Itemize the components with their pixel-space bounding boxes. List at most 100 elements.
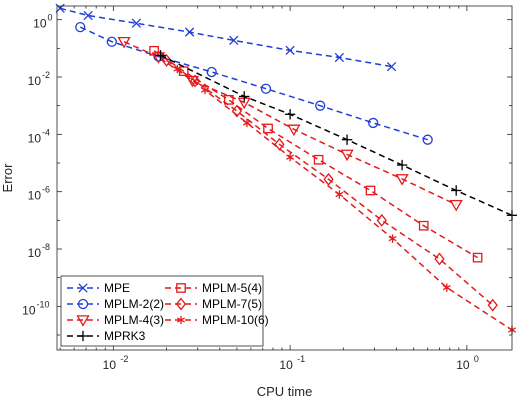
y-tick-label: 10: [22, 303, 36, 317]
data-point: [365, 185, 376, 196]
legend-label: MPLM-7(5): [202, 297, 262, 311]
ticks-layer: 10 -2 10 -1 10 010 010 -210 -410 -610 -810 -10: [22, 6, 512, 372]
x-tick-label: 10: [103, 358, 117, 372]
y-tick-label-exp: 0: [48, 13, 53, 23]
series-line: [123, 41, 457, 206]
series-line: [176, 68, 513, 331]
legend-marker: [76, 315, 90, 327]
data-point: [285, 45, 295, 56]
data-point: [75, 21, 86, 33]
data-point: [201, 85, 209, 95]
x-axis-label: CPU time: [257, 384, 313, 399]
legend-marker: [175, 297, 187, 311]
data-point: [287, 124, 301, 137]
series-0: [55, 3, 397, 72]
data-point: [173, 64, 182, 74]
data-point: [450, 185, 462, 196]
data-point: [155, 50, 166, 61]
data-point: [260, 83, 272, 94]
data-point: [341, 134, 353, 145]
data-point: [223, 94, 234, 105]
data-point: [334, 52, 345, 63]
legend-entry: MPRK3: [67, 329, 146, 343]
data-point: [434, 252, 445, 266]
data-point: [263, 123, 273, 134]
data-point: [229, 35, 239, 46]
series-3: [149, 45, 483, 263]
y-axis-label: Error: [0, 163, 15, 193]
data-point: [449, 199, 463, 212]
legend-box: [60, 275, 264, 347]
data-point: [422, 134, 433, 145]
series-line: [166, 59, 494, 306]
y-tick-label: 10: [28, 189, 42, 203]
x-tick-label-exp: 0: [474, 354, 479, 364]
data-point: [472, 252, 483, 263]
x-tick-label-exp: -2: [120, 354, 128, 364]
data-point: [395, 174, 409, 186]
legend-label: MPLM-2(2): [104, 297, 164, 311]
legend-entry: MPLM-7(5): [165, 297, 262, 311]
data-point: [274, 137, 285, 151]
data-point: [106, 36, 117, 47]
y-tick-label-exp: -4: [42, 127, 50, 137]
data-point: [231, 104, 243, 118]
data-point: [442, 283, 451, 292]
series-5: [173, 64, 516, 335]
legend-marker: [77, 298, 89, 310]
legend-label: MPLM-10(6): [202, 313, 269, 327]
legend-entry: MPLM-10(6): [165, 313, 269, 327]
series-line: [153, 50, 478, 259]
data-point: [487, 298, 498, 312]
data-point: [388, 234, 397, 243]
data-point: [323, 172, 334, 186]
legend-marker: [77, 330, 89, 342]
data-point: [368, 117, 379, 129]
x-tick-label: 10: [456, 358, 470, 372]
legend-entry: MPLM-5(4): [165, 281, 262, 295]
series-line: [59, 7, 392, 68]
data-point: [206, 66, 217, 78]
series-1: [75, 21, 433, 145]
data-point: [335, 190, 344, 199]
y-tick-label: 10: [28, 131, 42, 145]
legend-label: MPLM-5(4): [202, 281, 262, 295]
legend: MPE MPLM-2(2) MPLM-4(3) MPRK3 MPLM-5(4) MPLM-…: [60, 275, 269, 347]
data-point: [386, 61, 397, 72]
series-4: [161, 53, 498, 312]
axes-box: [56, 5, 513, 351]
legend-entry: MPE: [67, 281, 130, 295]
legend-entry: MPLM-2(2): [67, 297, 164, 311]
y-tick-label: 10: [33, 17, 47, 31]
y-tick-label-exp: -6: [42, 185, 50, 195]
data-point: [239, 91, 250, 102]
data-point: [242, 118, 251, 128]
data-point: [189, 74, 201, 88]
series-line: [79, 26, 428, 141]
legend-entry: MPLM-4(3): [67, 313, 164, 327]
legend-label: MPE: [104, 281, 130, 295]
y-tick-label-exp: -2: [42, 70, 50, 80]
data-point: [184, 27, 195, 37]
series-6: [155, 50, 517, 221]
data-point: [284, 109, 296, 120]
legend-label: MPLM-4(3): [104, 313, 164, 327]
data-point: [286, 152, 295, 162]
y-tick-label: 10: [28, 246, 42, 260]
legend-marker: [177, 315, 185, 325]
y-tick-label-exp: -8: [42, 242, 50, 252]
legend-label: MPRK3: [104, 329, 146, 343]
legend-marker: [176, 283, 186, 293]
data-point: [340, 149, 354, 162]
data-point: [313, 154, 324, 165]
data-point: [161, 53, 172, 67]
data-point: [315, 100, 326, 111]
data-point: [83, 10, 93, 21]
data-point: [149, 45, 159, 56]
data-point: [418, 220, 429, 231]
legend-marker: [78, 283, 88, 293]
x-tick-label: 10: [279, 358, 293, 372]
x-tick-label-exp: -1: [297, 354, 305, 364]
data-point: [376, 213, 387, 227]
